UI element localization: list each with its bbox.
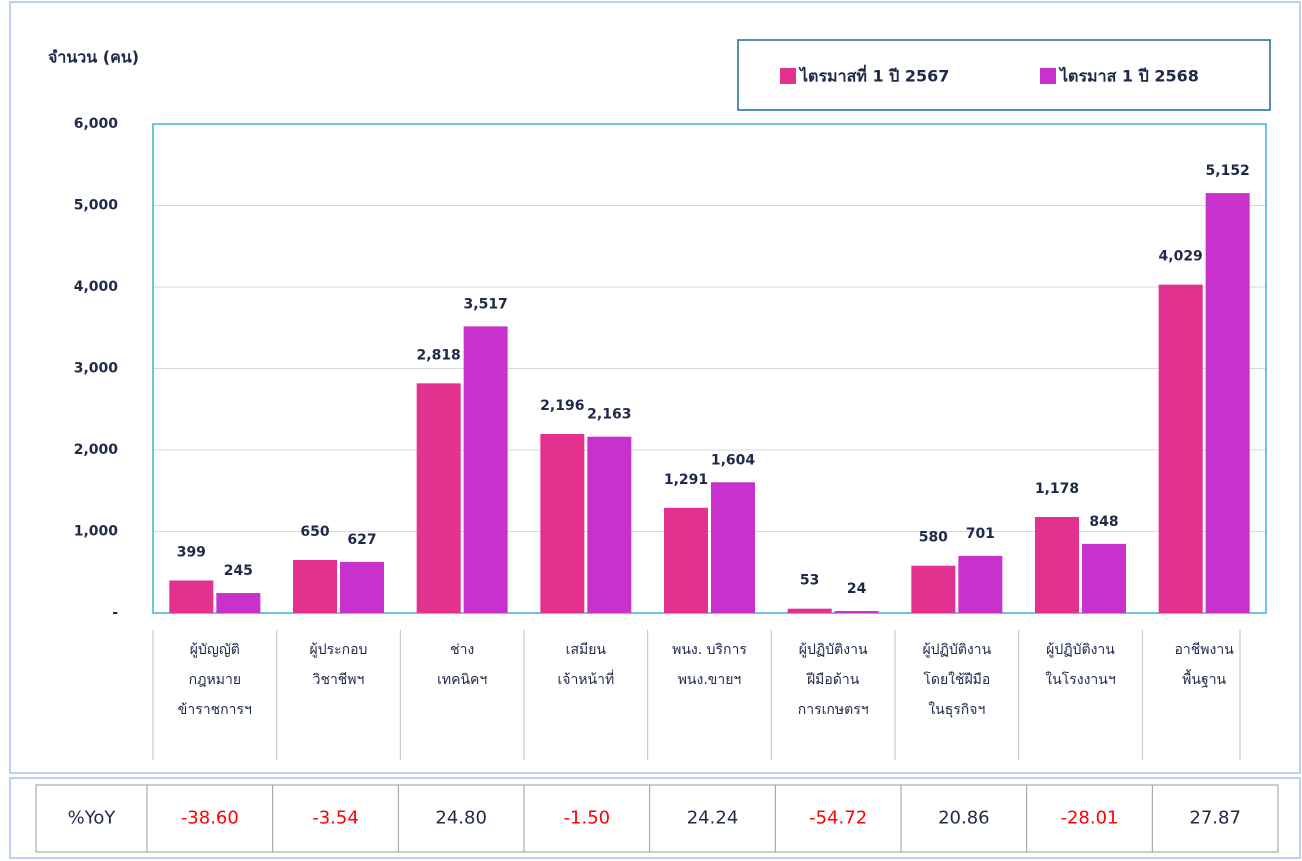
bar: [958, 555, 1003, 613]
y-tick-label: 5,000: [74, 198, 119, 214]
table-cell: -28.01: [1060, 808, 1118, 829]
data-label: 1,604: [711, 452, 756, 468]
x-tick-label: ช่าง: [450, 642, 474, 658]
x-tick-label: การเกษตรฯ: [798, 702, 869, 718]
bar: [1082, 543, 1126, 613]
x-tick-label: เสมียน: [566, 642, 607, 658]
data-label: 701: [966, 526, 995, 542]
data-label: 2,196: [540, 398, 584, 414]
data-label: 399: [177, 544, 206, 560]
data-label: 2,163: [587, 407, 631, 423]
bar: [587, 436, 632, 613]
x-tick-label: พื้นฐาน: [1182, 669, 1226, 688]
bar: [1035, 516, 1079, 613]
bar: [416, 383, 461, 613]
table-cell: -1.50: [564, 808, 611, 829]
data-label: 4,029: [1159, 249, 1203, 265]
bar: [711, 482, 755, 613]
chart-frame: [9, 1, 1301, 774]
data-label: 580: [919, 530, 948, 546]
data-label: 650: [300, 524, 329, 540]
y-tick-label: 2,000: [74, 442, 119, 458]
data-label: 5,152: [1206, 163, 1250, 179]
y-tick-label: 4,000: [74, 279, 119, 295]
legend-label: ไตรมาสที่ 1 ปี 2567: [798, 65, 949, 86]
legend-box: [737, 39, 1271, 111]
bar: [911, 565, 956, 613]
x-tick-label: โดยใช้ฝีมือ: [923, 671, 990, 688]
x-tick-label: พนง.ขายฯ: [678, 672, 742, 688]
data-label: 1,178: [1035, 481, 1079, 497]
table-cell: 27.87: [1189, 808, 1241, 829]
table-cell: -54.72: [809, 808, 867, 829]
bar: [169, 580, 214, 613]
x-tick-label: วิชาชีพฯ: [312, 672, 364, 688]
bar: [216, 593, 261, 613]
x-tick-label: ผู้บัญญัติ: [190, 642, 240, 658]
data-label: 848: [1089, 514, 1118, 530]
table-frame: [9, 777, 1301, 859]
x-tick-label: ผู้ปฏิบัติงาน: [799, 642, 868, 658]
bar: [293, 560, 337, 613]
bar: [540, 434, 585, 613]
bar: [834, 611, 879, 613]
x-tick-label: ข้าราชการฯ: [178, 702, 252, 718]
y-tick-label: -: [112, 605, 118, 621]
bar: [1158, 284, 1203, 613]
table-cell: -3.54: [312, 808, 359, 829]
x-tick-label: กฎหมาย: [189, 672, 241, 688]
legend-label: ไตรมาส 1 ปี 2568: [1058, 67, 1199, 86]
x-tick-label: ผู้ปฏิบัติงาน: [1046, 642, 1115, 658]
plot-border: [152, 123, 1267, 614]
table-border: [35, 784, 1279, 853]
data-label: 53: [800, 573, 819, 589]
x-tick-label: ผู้ประกอบ: [310, 642, 368, 658]
bar: [463, 326, 508, 613]
x-tick-label: เทคนิคฯ: [437, 672, 487, 688]
x-tick-label: พนง. บริการ: [672, 642, 747, 658]
x-tick-label: ในธุรกิจฯ: [928, 701, 985, 718]
bar: [787, 608, 832, 613]
y-tick-label: 3,000: [74, 361, 119, 377]
y-axis-label: จำนวน (คน): [48, 48, 139, 67]
bar: [1205, 193, 1250, 613]
data-label: 24: [847, 581, 867, 597]
bar: [664, 507, 708, 613]
data-label: 3,517: [464, 296, 508, 312]
table-cell: 20.86: [938, 808, 990, 829]
data-label: 1,291: [664, 472, 708, 488]
data-label: 2,818: [417, 347, 461, 363]
table-cell: -38.60: [181, 808, 239, 829]
table-cell: 24.80: [435, 808, 487, 829]
x-tick-label: อาชีพงาน: [1175, 642, 1235, 658]
legend-swatch: [1040, 68, 1056, 84]
x-tick-label: เจ้าหน้าที่: [557, 670, 614, 688]
legend-swatch: [780, 68, 796, 84]
y-tick-label: 1,000: [74, 524, 119, 540]
x-tick-label: ฝีมือด้าน: [806, 672, 860, 688]
bar: [340, 561, 384, 613]
x-tick-label: ในโรงงานฯ: [1045, 671, 1115, 688]
x-tick-label: ผู้ปฏิบัติงาน: [922, 642, 991, 658]
data-label: 245: [224, 563, 253, 579]
table-cell: 24.24: [687, 808, 739, 829]
table-header: %YoY: [68, 808, 117, 829]
data-label: 627: [347, 532, 376, 548]
y-tick-label: 6,000: [74, 116, 119, 132]
